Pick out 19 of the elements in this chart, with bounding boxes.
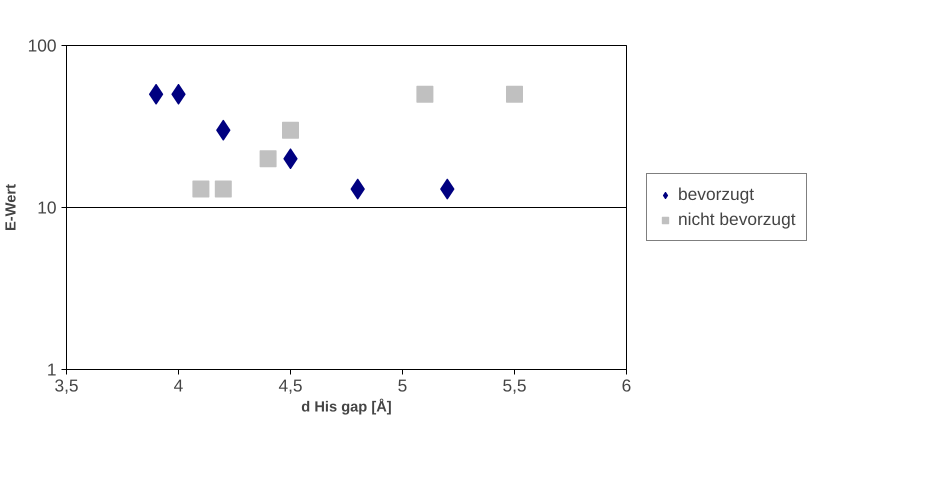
point: [282, 122, 299, 139]
point: [192, 180, 210, 198]
legend-label: bevorzugt: [678, 184, 754, 205]
point: [214, 180, 232, 198]
y-axis-title: E-Wert: [4, 184, 20, 231]
y-tick-label: 10: [37, 198, 57, 218]
x-tick-label: 6: [622, 376, 632, 396]
x-axis-title: d His gap [Å]: [301, 398, 392, 416]
y-tick-label: 1: [46, 360, 57, 380]
x-tick-label: 5,5: [502, 376, 527, 396]
point: [416, 86, 434, 103]
x-tick-label: 5: [398, 376, 408, 396]
x-tick-label: 3,5: [54, 376, 79, 396]
y-tick-label: 100: [28, 36, 57, 56]
legend-label: nicht bevorzugt: [678, 209, 796, 230]
x-tick-label: 4,5: [278, 376, 303, 396]
point: [260, 150, 277, 168]
x-tick-label: 4: [174, 376, 184, 396]
point: [506, 86, 523, 103]
